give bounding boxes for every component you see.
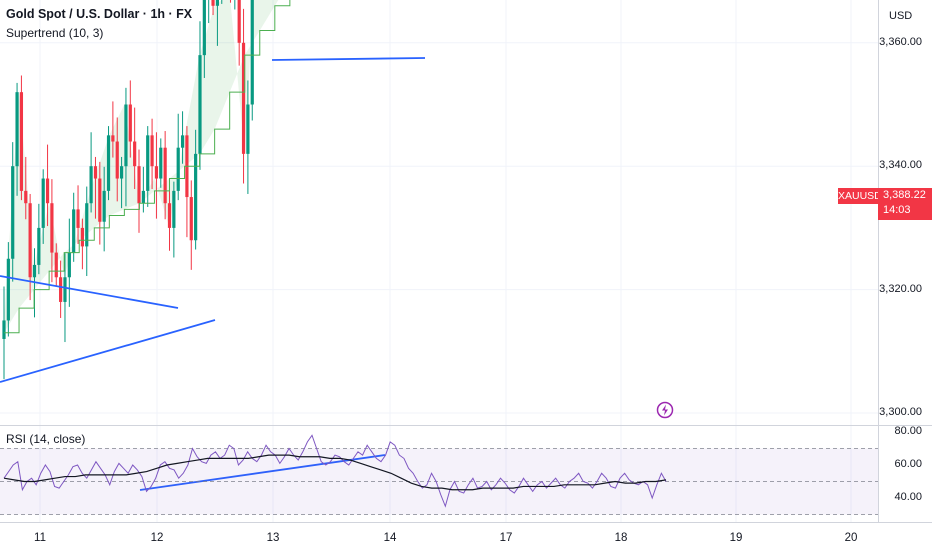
candle-body	[6, 258, 10, 321]
rsi-tick-label: 80.00	[894, 425, 922, 437]
candle-body	[163, 147, 167, 204]
last-price-value: 3,388.22	[883, 189, 926, 201]
candle-body	[37, 227, 41, 265]
supertrend-line	[4, 0, 291, 334]
price-tick-label: 3,300.00	[879, 406, 922, 418]
candle-body	[89, 166, 93, 204]
candle-body	[119, 166, 124, 179]
time-tick-label: 17	[499, 532, 513, 544]
candle-body	[106, 135, 111, 191]
currency-label[interactable]: USD	[889, 10, 913, 22]
time-tick-label: 20	[844, 532, 858, 544]
candle-body	[241, 42, 246, 154]
rsi-tick-label: 40.00	[894, 491, 922, 503]
candle-body	[154, 166, 159, 179]
time-tick-label: 12	[150, 532, 164, 544]
bar-countdown: 14:03	[883, 204, 911, 216]
trendline-top	[271, 57, 426, 61]
candle-body	[32, 264, 37, 278]
candle-body	[15, 92, 19, 167]
candle-body	[176, 147, 180, 191]
symbol-badge: XAUUSD	[838, 188, 882, 204]
chart-title[interactable]: Gold Spot / U.S. Dollar · 1h · FX	[6, 7, 193, 21]
candle-body	[124, 104, 128, 167]
rsi-tick-label: 60.00	[894, 458, 922, 470]
candle-body	[215, 0, 220, 6]
candle-body	[80, 227, 84, 247]
price-tick-label: 3,340.00	[879, 159, 922, 172]
candle-body	[159, 147, 163, 179]
candle-body	[102, 190, 106, 222]
candle-body	[237, 0, 241, 43]
lightning-icon[interactable]	[656, 401, 674, 419]
price-tick-label: 3,320.00	[879, 282, 922, 295]
rsi-ma-line	[3, 454, 667, 491]
grid	[0, 0, 878, 522]
time-tick-label: 11	[34, 532, 46, 544]
candle-body	[167, 203, 172, 228]
candle-body	[28, 203, 32, 278]
candle-body	[45, 178, 50, 204]
price-tick-label: 3,360.00	[879, 35, 922, 48]
candle-body	[211, 0, 215, 6]
candle-body	[180, 135, 185, 148]
trendline-lower	[0, 319, 216, 383]
candle-body	[111, 135, 115, 142]
time-tick-label: 13	[266, 532, 280, 544]
candle-body	[2, 320, 6, 339]
candle-body	[115, 141, 119, 179]
pane-separators	[0, 0, 932, 523]
candle-body	[172, 190, 176, 228]
candle-body	[11, 166, 15, 259]
time-tick-label: 14	[383, 532, 397, 544]
candle-body	[93, 166, 98, 179]
candle-body	[59, 277, 63, 302]
candle-body	[85, 203, 89, 247]
candle-body	[198, 55, 202, 154]
last-price-tag: 3,388.22 14:03	[878, 188, 932, 220]
candle-body	[146, 135, 150, 191]
candle-body	[41, 178, 45, 228]
candle-body	[128, 104, 132, 142]
trendlines	[0, 57, 426, 491]
candle-body	[24, 190, 28, 204]
indicator-label[interactable]: Supertrend (10, 3)	[6, 26, 104, 40]
candle-body	[246, 104, 250, 154]
candle-body	[72, 209, 76, 253]
time-tick-label: 19	[729, 532, 743, 544]
candle-body	[50, 203, 54, 253]
candle-body	[141, 190, 145, 204]
supertrend-up-line	[4, 0, 291, 334]
candle-body	[137, 166, 141, 204]
time-tick-label: 18	[614, 532, 628, 544]
candle-body	[150, 135, 154, 167]
candle-body	[63, 277, 67, 302]
candle-body	[67, 252, 71, 278]
candle-body	[202, 0, 206, 56]
candle-body	[189, 197, 193, 241]
candle-body	[54, 252, 58, 278]
rsi-line	[3, 434, 667, 508]
candle-body	[98, 178, 102, 222]
candle-body	[19, 92, 24, 191]
rsi-band	[0, 448, 878, 515]
candle-body	[76, 209, 80, 228]
candle-body	[250, 0, 254, 105]
rsi-pane	[0, 434, 878, 515]
candle-body	[194, 153, 198, 241]
rsi-trendline	[139, 454, 386, 491]
trendline-upper	[0, 275, 179, 309]
candle-body	[133, 141, 137, 167]
rsi-label[interactable]: RSI (14, close)	[6, 432, 86, 446]
